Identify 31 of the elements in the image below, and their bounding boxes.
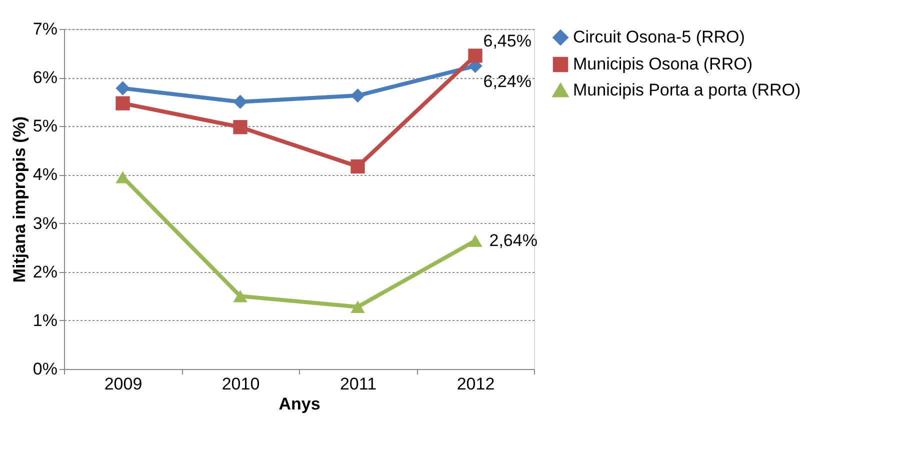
x-tick-label: 2009 xyxy=(104,374,142,394)
legend-label: Circuit Osona-5 (RRO) xyxy=(573,28,745,46)
point xyxy=(233,94,248,109)
point xyxy=(116,171,130,184)
legend-label: Municipis Osona (RRO) xyxy=(573,54,752,74)
point xyxy=(468,234,482,247)
y-tick-label: 5% xyxy=(32,116,58,136)
y-tick-label: 4% xyxy=(32,165,58,184)
point xyxy=(116,96,130,110)
point xyxy=(116,81,130,96)
point xyxy=(350,159,365,174)
point xyxy=(233,120,248,134)
point xyxy=(350,88,365,103)
x-tick-label: 2012 xyxy=(456,374,495,394)
legend-label: Municipis Porta a porta (RRO) xyxy=(573,80,801,100)
point xyxy=(233,290,248,302)
data-label: 2,64% xyxy=(489,230,538,250)
data-label: 6,24% xyxy=(483,72,532,91)
y-tick-label: 6% xyxy=(32,68,58,88)
data-label: 6,45% xyxy=(483,32,532,51)
y-tick-label: 2% xyxy=(32,262,58,282)
x-axis-title: Anys xyxy=(278,394,320,414)
x-tick-label: 2010 xyxy=(222,374,260,394)
y-axis-title: Mitjana impropis (%) xyxy=(10,116,29,283)
point xyxy=(350,300,365,313)
y-tick-label: 0% xyxy=(32,360,58,378)
y-tick-label: 7% xyxy=(32,20,58,38)
point xyxy=(468,48,482,63)
y-tick-label: 3% xyxy=(32,214,58,233)
y-tick-label: 1% xyxy=(32,310,58,330)
x-tick-label: 2011 xyxy=(340,374,377,394)
